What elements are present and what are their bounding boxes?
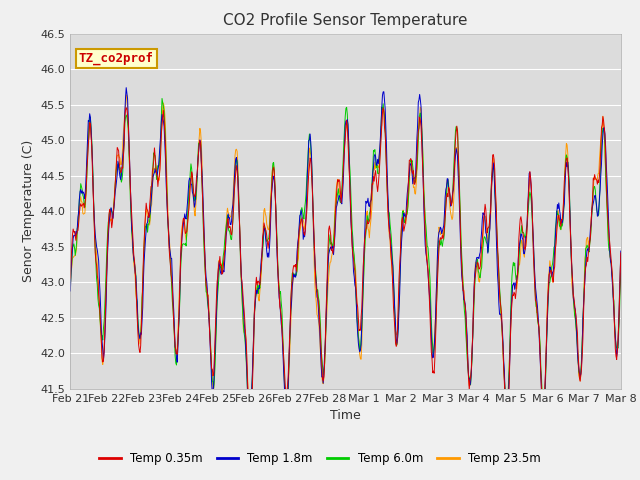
Temp 1.8m — [542, 365, 550, 371]
Temp 6.0m — [158, 96, 166, 101]
Legend: Temp 0.35m, Temp 1.8m, Temp 6.0m, Temp 23.5m: Temp 0.35m, Temp 1.8m, Temp 6.0m, Temp 2… — [95, 447, 545, 469]
Temp 1.8m — [100, 349, 108, 355]
Temp 23.5m — [67, 284, 74, 290]
Temp 0.35m — [419, 158, 426, 164]
Temp 6.0m — [542, 372, 550, 378]
Temp 0.35m — [246, 424, 254, 430]
Temp 23.5m — [419, 140, 426, 146]
Temp 1.8m — [67, 288, 74, 294]
Temp 6.0m — [246, 417, 254, 423]
Title: CO2 Profile Sensor Temperature: CO2 Profile Sensor Temperature — [223, 13, 468, 28]
Temp 23.5m — [122, 92, 130, 98]
Temp 1.8m — [122, 85, 130, 91]
Temp 1.8m — [617, 248, 625, 254]
Temp 1.8m — [388, 245, 396, 251]
Temp 6.0m — [402, 211, 410, 217]
Line: Temp 1.8m: Temp 1.8m — [70, 88, 621, 423]
X-axis label: Time: Time — [330, 409, 361, 422]
Temp 6.0m — [419, 139, 426, 144]
Temp 1.8m — [246, 420, 253, 426]
Line: Temp 23.5m: Temp 23.5m — [70, 95, 621, 413]
Temp 1.8m — [485, 232, 493, 238]
Temp 0.35m — [122, 105, 130, 110]
Temp 6.0m — [617, 270, 625, 276]
Temp 0.35m — [485, 223, 493, 229]
Temp 6.0m — [67, 283, 74, 288]
Temp 0.35m — [100, 347, 108, 353]
Line: Temp 6.0m: Temp 6.0m — [70, 98, 621, 420]
Y-axis label: Senor Temperature (C): Senor Temperature (C) — [22, 140, 35, 282]
Temp 0.35m — [388, 257, 396, 263]
Temp 1.8m — [419, 153, 426, 159]
Temp 0.35m — [67, 276, 74, 281]
Temp 23.5m — [542, 367, 550, 373]
Temp 23.5m — [388, 259, 396, 265]
Temp 6.0m — [485, 224, 493, 229]
Temp 23.5m — [402, 221, 410, 227]
Text: TZ_co2prof: TZ_co2prof — [79, 52, 154, 65]
Temp 0.35m — [402, 216, 410, 222]
Temp 23.5m — [283, 410, 291, 416]
Temp 23.5m — [485, 233, 493, 239]
Temp 6.0m — [388, 236, 396, 242]
Temp 23.5m — [617, 252, 625, 258]
Line: Temp 0.35m: Temp 0.35m — [70, 108, 621, 427]
Temp 23.5m — [100, 344, 108, 349]
Temp 0.35m — [617, 250, 625, 256]
Temp 0.35m — [542, 362, 550, 368]
Temp 6.0m — [100, 318, 108, 324]
Temp 1.8m — [402, 214, 410, 220]
